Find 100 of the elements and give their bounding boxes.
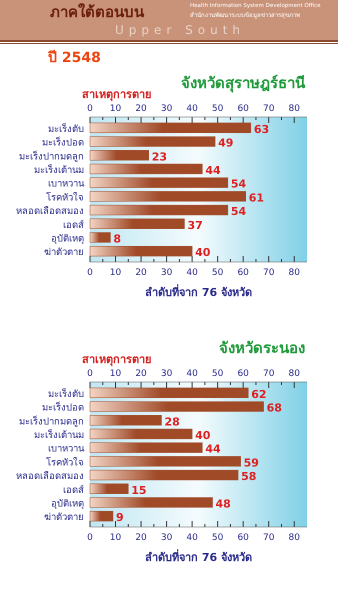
bar: [90, 428, 192, 440]
data-label: 58: [241, 470, 256, 484]
x2-tick-label: 10: [110, 268, 122, 278]
y-tick-label: มะเร็งเต้านม: [34, 428, 84, 441]
y-tick-label: อุบัติเหตุ: [51, 498, 84, 510]
x-axis-title: ลำดับที่จาก 76 จังหวัด: [145, 284, 252, 299]
bar: [90, 177, 228, 188]
y-tick-label: ฆ่าตัวตาย: [44, 512, 84, 524]
x-tick-label: 70: [262, 104, 275, 114]
bar: [90, 484, 129, 494]
text: ปี 2548: [47, 50, 101, 66]
bar: [90, 136, 216, 147]
data-label: 54: [230, 178, 247, 191]
x-tick-label: 50: [212, 104, 224, 114]
chart-title: จังหวัดระนอง: [219, 339, 305, 357]
y-tick-label: เบาหวาน: [48, 444, 85, 455]
x2-tick-label: 60: [237, 268, 250, 278]
x-axis-title: ลำดับที่จาก 76 จังหวัด: [145, 549, 252, 564]
data-label: 63: [254, 122, 270, 136]
x2-tick-label: 50: [212, 533, 224, 543]
y-tick-label: มะเร็งตับ: [48, 386, 84, 400]
data-label: 37: [187, 218, 203, 232]
y-tick-label: มะเร็งปอด: [42, 400, 84, 414]
data-label: 68: [266, 402, 282, 415]
data-label: 44: [205, 164, 221, 177]
data-label: 59: [244, 456, 259, 470]
bar: [90, 246, 192, 256]
bar: [90, 164, 203, 174]
bar: [90, 456, 241, 467]
data-label: 40: [195, 246, 211, 260]
y-tick-label: โรคหัวใจ: [46, 191, 84, 204]
x2-tick-label: 70: [262, 533, 275, 543]
data-label: 23: [152, 150, 168, 164]
x2-tick-label: 80: [288, 533, 300, 543]
chart-title: จังหวัดสุราษฎร์ธานี: [181, 74, 306, 93]
y-tick-label: มะเร็งปอด: [42, 136, 84, 149]
x-tick-label: 70: [262, 369, 275, 379]
x2-tick-label: 50: [212, 268, 224, 278]
y-tick-label: อุบัติเหตุ: [51, 233, 84, 244]
x-tick-label: 50: [212, 369, 224, 379]
bar: [90, 204, 228, 216]
x2-tick-label: 30: [160, 533, 173, 543]
bar: [90, 191, 246, 202]
y-tick-label: เบาหวาน: [48, 178, 85, 190]
bar: [90, 218, 185, 229]
x2-tick-label: 70: [262, 268, 275, 278]
y-tick-label: โรคหัวใจ: [46, 456, 84, 468]
x2-tick-label: 60: [237, 533, 250, 543]
x2-tick-label: 0: [87, 533, 94, 543]
y-tick-label: เอดส์: [63, 218, 84, 231]
x-tick-label: 30: [160, 104, 173, 114]
y-tick-label: หลอดเลือดสมอง: [16, 206, 84, 218]
text: ภาคใต้ตอนบน: [50, 3, 145, 21]
data-label: 48: [216, 497, 231, 510]
x2-tick-label: 40: [186, 268, 198, 278]
data-label: 28: [164, 415, 180, 428]
bar: [90, 232, 111, 243]
bar: [90, 510, 114, 522]
x-tick-label: 40: [186, 104, 198, 114]
y-axis-title: สาเหตุการตาย: [82, 88, 151, 102]
data-label: 54: [230, 205, 247, 218]
x2-tick-label: 20: [135, 533, 148, 543]
bar: [90, 401, 264, 412]
data-label: 9: [116, 511, 124, 524]
data-label: 62: [251, 388, 267, 401]
data-label: 40: [195, 428, 211, 442]
y-tick-label: มะเร็งปากมดลูก: [19, 149, 84, 162]
y-tick-label: มะเร็งเต้านม: [34, 162, 84, 176]
data-label: 49: [218, 136, 234, 150]
x2-tick-label: 20: [135, 268, 148, 278]
y-tick-label: เอดส์: [63, 484, 84, 496]
x2-tick-label: 10: [110, 533, 122, 543]
text: Upper South: [115, 23, 246, 37]
x-tick-label: 80: [288, 104, 300, 114]
bar: [90, 470, 238, 480]
bar: [90, 150, 149, 160]
bar: [90, 388, 249, 398]
y-tick-label: มะเร็งปากมดลูก: [19, 414, 84, 428]
data-label: 8: [113, 232, 122, 246]
bar: [90, 497, 213, 508]
data-label: 15: [131, 484, 147, 497]
bar: [90, 415, 162, 426]
x-tick-label: 20: [135, 104, 148, 114]
x2-tick-label: 0: [87, 268, 94, 278]
x2-tick-label: 80: [288, 268, 300, 278]
x2-tick-label: 40: [186, 533, 198, 543]
x-tick-label: 20: [135, 369, 148, 379]
x-tick-label: 10: [110, 104, 122, 114]
x-tick-label: 0: [87, 369, 94, 379]
bar: [90, 442, 203, 453]
data-label: 44: [205, 442, 221, 456]
x-tick-label: 30: [160, 369, 173, 379]
x-tick-label: 0: [87, 104, 94, 114]
y-tick-label: หลอดเลือดสมอง: [16, 471, 84, 482]
y-axis-title: สาเหตุการตาย: [82, 353, 151, 367]
y-tick-label: มะเร็งตับ: [48, 122, 84, 135]
x-tick-label: 40: [186, 369, 198, 379]
x2-tick-label: 30: [160, 268, 173, 278]
bar: [90, 122, 252, 134]
x-tick-label: 60: [237, 104, 250, 114]
